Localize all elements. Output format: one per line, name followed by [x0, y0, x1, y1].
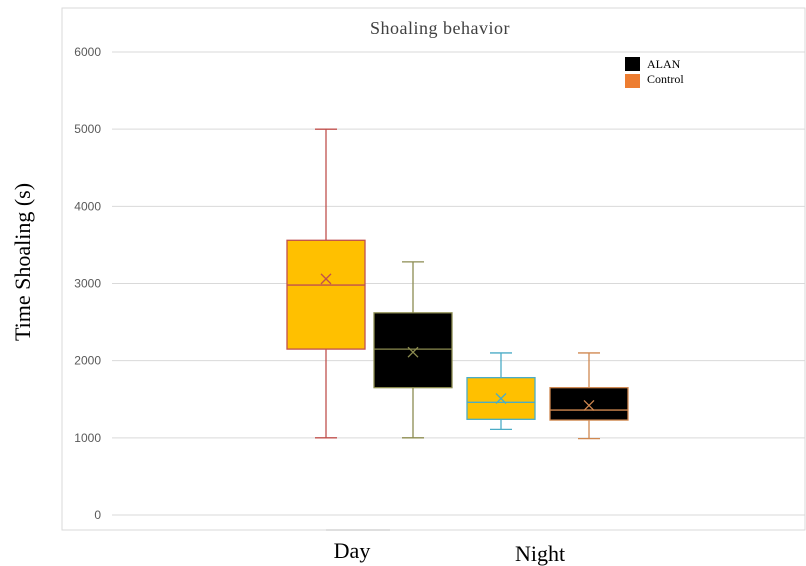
box-day-a	[286, 128, 366, 439]
legend-swatch-alan	[625, 57, 640, 71]
mean-marker	[495, 393, 507, 404]
mean-marker	[320, 273, 332, 285]
box-plots	[286, 128, 629, 440]
box-night-a	[466, 352, 536, 430]
y-tick-label: 1000	[74, 431, 101, 445]
y-axis-label: Time Shoaling (s)	[10, 183, 35, 341]
y-tick-label: 6000	[74, 45, 101, 59]
y-tick-label: 5000	[74, 122, 101, 136]
mean-marker	[583, 399, 595, 411]
y-tick-label: 2000	[74, 354, 101, 368]
box-day-b	[373, 261, 453, 439]
legend-swatch-control	[625, 74, 640, 88]
y-tick-label: 0	[94, 508, 101, 522]
y-tick-label: 3000	[74, 277, 101, 291]
gridlines	[112, 51, 805, 516]
chart-title: Shoaling behavior	[370, 18, 510, 38]
y-tick-label: 4000	[74, 199, 101, 213]
x-group-label-night: Night	[515, 541, 565, 566]
x-group-label-day: Day	[334, 538, 371, 563]
box-iqr	[286, 239, 366, 350]
box-iqr	[549, 387, 629, 421]
legend-label-control: Control	[647, 72, 684, 86]
chart-area	[61, 7, 806, 531]
box-iqr	[373, 312, 453, 389]
legend-label-alan: ALAN	[647, 57, 681, 71]
mean-marker	[407, 346, 419, 358]
y-tick-labels: 0 1000 2000 3000 4000 5000 6000	[74, 45, 101, 522]
legend: ALAN Control	[625, 57, 684, 88]
box-night-b	[549, 352, 629, 440]
